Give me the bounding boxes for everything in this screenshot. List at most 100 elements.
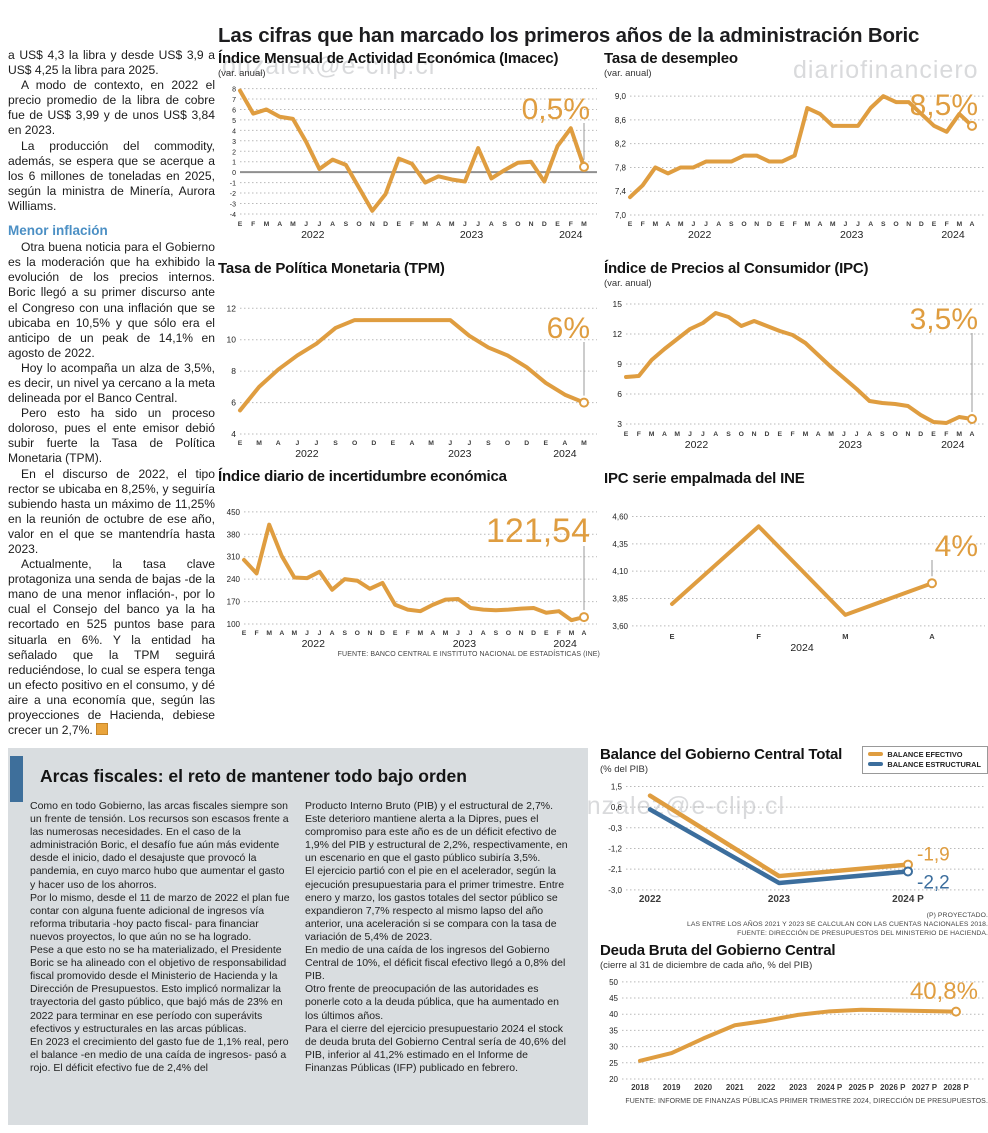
svg-text:4,10: 4,10 — [612, 567, 628, 576]
svg-text:N: N — [754, 221, 759, 228]
svg-text:J: J — [304, 221, 308, 228]
svg-text:2022: 2022 — [639, 894, 662, 905]
svg-text:170: 170 — [227, 598, 241, 607]
svg-text:J: J — [467, 440, 471, 447]
article-paragraph: Otro frente de preocupación de las autor… — [305, 983, 559, 1022]
svg-text:45: 45 — [609, 994, 618, 1003]
svg-text:M: M — [804, 221, 810, 228]
svg-text:12: 12 — [613, 329, 623, 339]
svg-text:E: E — [391, 440, 396, 447]
svg-text:2: 2 — [232, 149, 236, 156]
arcas-fiscales-panel — [8, 748, 588, 1125]
svg-text:M: M — [264, 221, 270, 228]
svg-text:-3: -3 — [230, 202, 236, 209]
article-paragraph: Para el cierre del ejercicio presupuesta… — [305, 1022, 566, 1074]
svg-text:J: J — [469, 630, 473, 637]
svg-text:2018: 2018 — [631, 1083, 649, 1092]
svg-text:6%: 6% — [547, 312, 590, 345]
svg-text:A: A — [276, 440, 281, 447]
svg-text:A: A — [489, 221, 494, 228]
svg-text:35: 35 — [609, 1026, 618, 1035]
svg-text:O: O — [352, 440, 357, 447]
svg-text:40,8%: 40,8% — [910, 978, 978, 1005]
svg-text:A: A — [970, 221, 975, 228]
article-paragraph: En 2023 el crecimiento del gasto fue de … — [30, 1035, 289, 1074]
legend-swatch-blue — [868, 762, 884, 766]
svg-text:2022: 2022 — [758, 1083, 776, 1092]
svg-text:240: 240 — [227, 575, 241, 584]
deuda-chart: Deuda Bruta del Gobierno Central (cierre… — [600, 942, 988, 1105]
chart-subtitle: (% del PIB) — [600, 764, 649, 775]
svg-text:2027 P: 2027 P — [912, 1083, 938, 1092]
svg-text:F: F — [793, 221, 797, 228]
svg-text:A: A — [868, 221, 873, 228]
svg-text:S: S — [726, 431, 731, 438]
chart-title: Tasa de desempleo — [604, 50, 738, 67]
svg-text:F: F — [944, 431, 948, 438]
svg-text:0,6: 0,6 — [611, 803, 623, 812]
svg-text:2024: 2024 — [941, 229, 965, 241]
desempleo-line-plot: 9,08,68,27,87,47,0E F M A M J J A S O N D E F M A M J J A S O… — [615, 89, 985, 241]
article-subheading: Menor inflación — [8, 223, 108, 239]
svg-text:O: O — [505, 440, 510, 447]
svg-text:-1,2: -1,2 — [608, 844, 622, 853]
ipc-empalmada-line-plot: 4,60 4,35 4,10 3,85 3,60 E F M A 2024 4% — [612, 513, 985, 654]
svg-text:7: 7 — [232, 97, 236, 104]
svg-text:S: S — [880, 431, 885, 438]
article-paragraph: Otra buena noticia para el Gobierno es l… — [8, 240, 215, 360]
chart-source: FUENTE: BANCO CENTRAL E INSTITUTO NACION… — [337, 651, 600, 658]
svg-text:M: M — [256, 440, 262, 447]
svg-text:121,54: 121,54 — [486, 512, 590, 550]
svg-text:2021: 2021 — [726, 1083, 744, 1092]
svg-text:F: F — [569, 221, 573, 228]
svg-text:A: A — [582, 630, 587, 637]
svg-text:M: M — [803, 431, 809, 438]
svg-text:O: O — [739, 431, 744, 438]
svg-text:2024 P: 2024 P — [892, 894, 924, 905]
balance-legend: BALANCE EFECTIVO BALANCE ESTRUCTURAL — [862, 746, 988, 774]
svg-text:2022: 2022 — [302, 638, 326, 650]
svg-text:M: M — [449, 221, 455, 228]
svg-text:-2,2: -2,2 — [917, 872, 950, 893]
svg-text:M: M — [956, 431, 962, 438]
end-of-article-marker — [95, 723, 108, 736]
svg-text:M: M — [443, 630, 449, 637]
svg-text:-1: -1 — [230, 181, 236, 188]
svg-text:M: M — [422, 221, 428, 228]
legend-item-estructural: BALANCE ESTRUCTURAL — [868, 760, 981, 770]
svg-text:F: F — [557, 630, 561, 637]
svg-text:2023: 2023 — [453, 638, 477, 650]
svg-text:A: A — [277, 221, 282, 228]
chart-subtitle: (var. anual) — [218, 68, 266, 79]
svg-text:2024: 2024 — [559, 229, 583, 241]
article-paragraph: Pero esto ha sido un proceso doloroso, p… — [8, 406, 215, 466]
left-article-column: a US$ 4,3 la libra y desde US$ 3,9 a US$… — [8, 48, 215, 738]
svg-text:M: M — [290, 221, 296, 228]
svg-text:A: A — [436, 221, 441, 228]
svg-text:12: 12 — [227, 303, 237, 313]
svg-text:25: 25 — [609, 1059, 618, 1068]
article-paragraph: El ejercicio partió con el pie en el ace… — [305, 865, 565, 943]
svg-text:S: S — [344, 221, 349, 228]
svg-text:8: 8 — [231, 366, 236, 376]
svg-text:O: O — [892, 431, 897, 438]
svg-text:D: D — [371, 440, 376, 447]
svg-text:A: A — [481, 630, 486, 637]
svg-text:F: F — [410, 221, 414, 228]
svg-text:J: J — [318, 630, 322, 637]
svg-text:S: S — [494, 630, 499, 637]
svg-text:4: 4 — [231, 429, 236, 439]
svg-text:8: 8 — [232, 87, 236, 94]
svg-text:M: M — [828, 431, 834, 438]
svg-text:-4: -4 — [230, 212, 236, 219]
svg-text:E: E — [628, 221, 633, 228]
svg-text:2025 P: 2025 P — [849, 1083, 875, 1092]
tpm-chart: Tasa de Política Monetaria (TPM) 12 10 8 6 4… — [218, 260, 600, 460]
svg-text:7,0: 7,0 — [615, 211, 627, 220]
svg-text:8,2: 8,2 — [615, 140, 627, 149]
svg-text:A: A — [410, 440, 415, 447]
chart-title: Deuda Bruta del Gobierno Central — [600, 942, 836, 959]
incertidumbre-chart: Índice diario de incertidumbre económica… — [218, 468, 600, 658]
chart-title: Índice Mensual de Actividad Económica (I… — [218, 50, 559, 67]
svg-text:J: J — [448, 440, 452, 447]
